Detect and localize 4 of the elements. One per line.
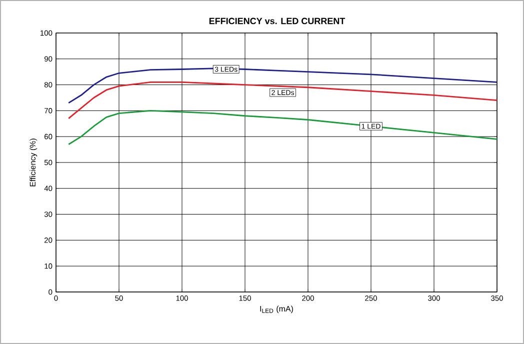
y-axis-title: Efficiency (%): [30, 138, 38, 186]
chart-title: EFFICIENCY vs. LED CURRENT: [209, 18, 346, 24]
line-series: [68, 110, 497, 146]
x-axis-title: I$_{LED}$ (mA): [260, 306, 293, 314]
